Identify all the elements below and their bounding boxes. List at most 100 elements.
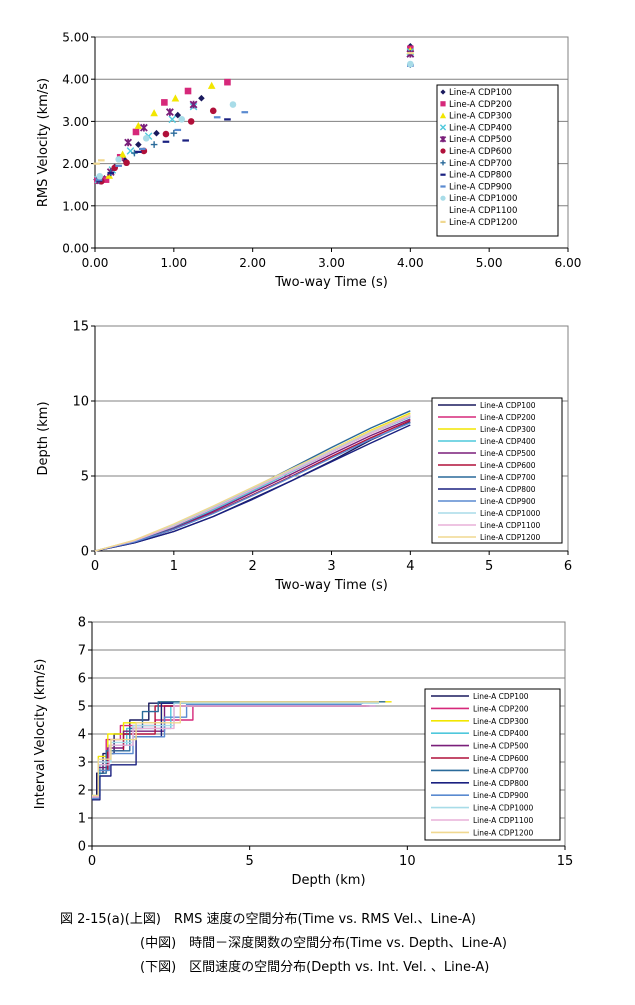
legend-label: Line-A CDP900 <box>449 182 512 192</box>
x-tick-label: 6 <box>564 559 572 574</box>
legend-label: Line-A CDP900 <box>473 791 529 800</box>
legend-label: Line-A CDP500 <box>449 135 512 145</box>
y-axis-title: Interval Velocity (km/s) <box>33 659 48 810</box>
legend-label: Line-A CDP300 <box>473 717 529 726</box>
legend-label: Line-A CDP1200 <box>473 828 534 837</box>
y-tick-label: 3 <box>78 756 86 771</box>
legend-label: Line-A CDP400 <box>473 729 529 738</box>
y-tick-label: 15 <box>72 320 89 335</box>
data-point <box>139 147 146 151</box>
data-point <box>241 111 249 114</box>
y-tick-label: 2.00 <box>62 157 89 171</box>
data-point <box>150 109 158 117</box>
data-point <box>135 150 142 153</box>
legend-box <box>424 688 561 841</box>
x-tick-label: 5.00 <box>476 256 503 270</box>
legend-marker <box>440 89 446 95</box>
x-tick-label: 4 <box>406 559 414 574</box>
y-tick-label: 0 <box>78 840 86 855</box>
y-tick-label: 1.00 <box>62 199 89 213</box>
data-point <box>168 115 177 124</box>
data-point <box>131 149 138 157</box>
data-point <box>124 138 133 147</box>
data-point <box>174 111 182 119</box>
data-point <box>189 100 198 109</box>
data-point <box>162 140 170 143</box>
x-tick-label: 0.00 <box>82 256 109 270</box>
x-tick-label: 1.00 <box>160 256 187 270</box>
legend-marker <box>439 112 447 119</box>
data-point <box>407 60 414 68</box>
legend-marker <box>440 195 446 201</box>
data-point <box>207 81 216 89</box>
series-line <box>94 424 411 552</box>
y-tick-label: 0 <box>81 545 89 560</box>
legend-label: Line-A CDP800 <box>449 171 512 181</box>
legend-label: Line-A CDP100 <box>480 401 536 410</box>
legend-label: Line-A CDP400 <box>449 123 512 133</box>
x-tick-label: 15 <box>557 854 574 869</box>
data-point <box>123 159 130 167</box>
data-point <box>224 118 231 121</box>
legend-label: Line-A CDP400 <box>480 437 536 446</box>
x-tick-label: 5 <box>246 854 254 869</box>
interval-velocity-chart: 0 1 2 3 4 5 6 7 8 0 5 10 15 Depth (km) Interval Veloci… <box>33 616 573 889</box>
y-tick-label: 2 <box>78 784 86 799</box>
data-point <box>107 171 115 175</box>
data-point <box>187 118 195 125</box>
data-point <box>229 101 237 108</box>
depth-chart: 0 5 10 15 0 1 2 3 4 5 6 Two-way Time (s) Depth (km) L… <box>36 320 572 594</box>
legend-label: Line-A CDP800 <box>480 485 536 494</box>
legend-label: Line-A CDP1100 <box>480 521 541 530</box>
y-tick-label: 1 <box>78 812 86 827</box>
x-tick-label: 2 <box>249 559 257 574</box>
y-axis-title: RMS Velocity (km/s) <box>36 78 51 207</box>
data-point <box>407 52 414 55</box>
legend-marker <box>440 160 446 166</box>
x-tick-label: 1 <box>170 559 178 574</box>
legend-marker <box>439 135 447 143</box>
data-point <box>150 141 158 148</box>
data-point <box>161 99 168 106</box>
legend-label: Line-A CDP1100 <box>449 206 517 216</box>
rms-velocity-chart: 0.00 1.00 2.00 3.00 4.00 5.00 0.00 1.00 2.00 3.00… <box>36 31 581 291</box>
y-axis-title: Depth (km) <box>36 401 51 475</box>
legend-label: Line-A CDP1200 <box>480 533 541 542</box>
x-axis-title: Two-way Time (s) <box>274 275 388 290</box>
legend-label: Line-A CDP600 <box>480 461 536 470</box>
y-tick-label: 8 <box>78 616 86 631</box>
legend-marker <box>439 124 447 131</box>
x-tick-label: 3 <box>327 559 335 574</box>
data-point <box>213 116 221 119</box>
data-point <box>132 128 140 136</box>
data-point <box>135 141 142 148</box>
y-tick-label: 3.00 <box>62 115 89 129</box>
x-axis-title: Two-way Time (s) <box>274 578 388 593</box>
legend-label: Line-A CDP900 <box>480 497 536 506</box>
figure-canvas: 0.00 1.00 2.00 3.00 4.00 5.00 0.00 1.00 2.00 3.00… <box>33 31 581 889</box>
legend-label: Line-A CDP500 <box>480 449 536 458</box>
legend-label: Line-A CDP800 <box>473 779 529 788</box>
x-tick-label: 10 <box>399 854 416 869</box>
legend-label: Line-A CDP700 <box>473 766 529 775</box>
data-point <box>93 162 100 165</box>
y-tick-label: 5 <box>81 470 89 485</box>
data-point <box>139 123 148 132</box>
data-point <box>209 107 217 115</box>
data-point <box>162 130 170 138</box>
data-point <box>224 78 231 86</box>
x-tick-label: 5 <box>485 559 493 574</box>
x-tick-label: 3.00 <box>318 256 345 270</box>
legend-label: Line-A CDP1000 <box>473 804 534 813</box>
legend-label: Line-A CDP200 <box>480 413 536 422</box>
caption-line-1: 図 2-15(a)(上図) RMS 速度の空間分布(Time vs. RMS V… <box>60 912 476 927</box>
legend-label: Line-A CDP100 <box>473 692 529 701</box>
data-point <box>171 94 180 102</box>
legend-label: Line-A CDP100 <box>449 88 512 98</box>
legend-box <box>431 397 563 544</box>
y-tick-label: 4 <box>78 728 86 743</box>
data-point <box>153 129 160 137</box>
legend-label: Line-A CDP200 <box>449 100 512 110</box>
figure-caption: 図 2-15(a)(上図) RMS 速度の空間分布(Time vs. RMS V… <box>60 908 630 980</box>
legend-marker <box>440 101 446 107</box>
